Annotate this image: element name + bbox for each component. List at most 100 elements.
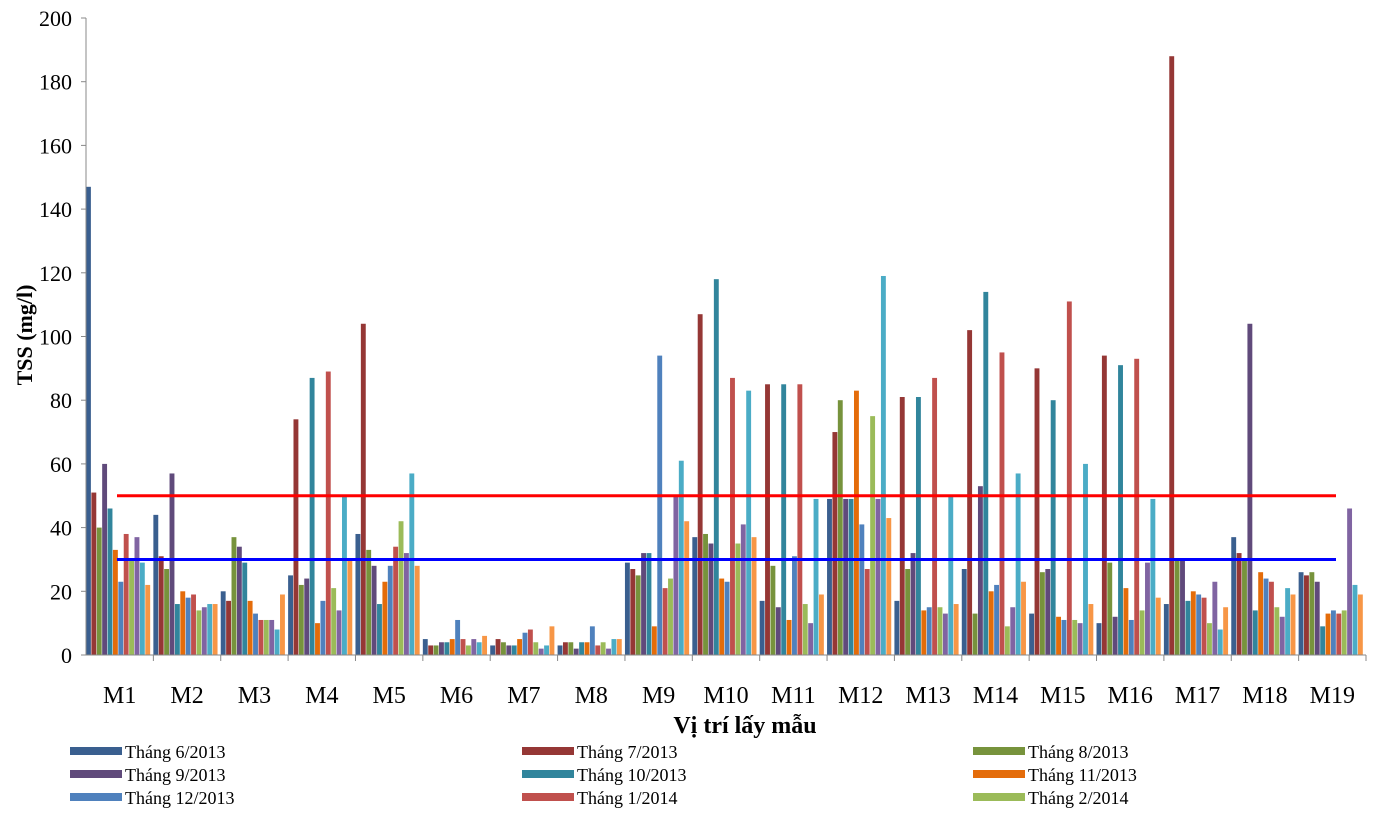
bar — [697, 314, 703, 655]
x-axis-title: Vị trí lấy mẫu — [673, 713, 816, 739]
bar — [231, 537, 237, 655]
bar — [870, 416, 876, 656]
y-tick-label: 20 — [50, 579, 72, 604]
bar — [1118, 365, 1123, 655]
bar — [926, 607, 932, 655]
bar — [309, 377, 315, 655]
bar — [1341, 610, 1347, 655]
legend-label: Tháng 10/2013 — [577, 765, 687, 785]
bar — [1139, 610, 1145, 655]
bar — [1004, 626, 1010, 655]
bar — [471, 639, 477, 655]
bar — [253, 613, 258, 655]
bar — [713, 279, 719, 655]
bar — [455, 619, 461, 655]
bar — [1263, 578, 1269, 655]
bar — [886, 518, 892, 655]
bar — [994, 584, 1000, 655]
bar — [1029, 613, 1035, 655]
bar — [915, 397, 921, 655]
bar — [579, 642, 585, 655]
bar — [533, 642, 539, 655]
bar — [606, 648, 611, 655]
bar — [342, 495, 347, 655]
bar — [899, 397, 905, 655]
bar — [444, 642, 450, 655]
bar — [506, 645, 512, 655]
bar — [910, 553, 916, 655]
y-tick-label: 160 — [39, 133, 72, 158]
bar — [848, 498, 854, 655]
bar — [482, 635, 488, 655]
bar — [651, 626, 657, 655]
bar — [288, 575, 293, 656]
bar — [207, 604, 213, 655]
bar — [1298, 572, 1304, 655]
bar — [832, 432, 838, 655]
bar — [1190, 591, 1196, 655]
x-tick-label: M3 — [238, 683, 271, 709]
bar — [145, 584, 151, 655]
bar — [414, 565, 420, 655]
x-tick-label: M18 — [1242, 683, 1287, 709]
bar — [1285, 588, 1291, 655]
bar — [1217, 629, 1223, 655]
bar — [573, 648, 579, 655]
reference-lines — [117, 494, 1336, 561]
bar — [837, 400, 843, 655]
bar — [624, 562, 630, 655]
bar — [1268, 581, 1274, 655]
bar — [703, 533, 708, 655]
legend-swatch — [522, 747, 574, 755]
bar — [107, 508, 113, 655]
bar — [139, 562, 145, 655]
bar — [422, 639, 428, 655]
bar — [859, 524, 865, 655]
bar — [708, 543, 714, 655]
bar — [158, 556, 164, 655]
x-tick-label: M13 — [905, 683, 950, 709]
bar — [495, 639, 501, 655]
bar — [932, 377, 938, 655]
legend-label: Tháng 1/2014 — [577, 788, 678, 808]
bar — [792, 556, 797, 655]
bar — [549, 626, 555, 655]
bar — [724, 581, 730, 655]
bar — [1180, 559, 1185, 655]
bar — [1010, 607, 1016, 655]
bar — [315, 623, 320, 655]
bar — [646, 553, 652, 655]
bar — [538, 648, 544, 655]
bar — [781, 384, 787, 655]
bar — [1034, 368, 1040, 655]
bar — [1252, 610, 1258, 655]
bar — [118, 581, 124, 655]
legend-label: Tháng 9/2013 — [125, 765, 226, 785]
bar — [201, 607, 207, 655]
bar — [398, 521, 404, 655]
bar — [86, 186, 91, 655]
bar — [1201, 597, 1207, 655]
y-tick-label: 60 — [50, 452, 72, 477]
bar — [797, 384, 803, 655]
bar — [1128, 619, 1134, 655]
x-tick-label: M10 — [703, 683, 748, 709]
bar — [1320, 626, 1326, 655]
bar — [843, 498, 849, 655]
bar — [196, 610, 202, 655]
bar — [894, 600, 900, 655]
bar — [1134, 358, 1140, 655]
bar — [269, 619, 275, 655]
bar — [1096, 623, 1102, 655]
bar — [428, 645, 434, 655]
legend-label: Tháng 7/2013 — [577, 742, 678, 762]
bar — [371, 565, 377, 655]
bar — [808, 623, 814, 655]
bar — [1279, 616, 1285, 655]
bar — [611, 639, 617, 655]
bar — [988, 591, 994, 655]
bar — [304, 578, 310, 655]
y-tick-label: 120 — [39, 261, 72, 286]
x-tick-label: M15 — [1040, 683, 1085, 709]
bar — [1185, 600, 1191, 655]
